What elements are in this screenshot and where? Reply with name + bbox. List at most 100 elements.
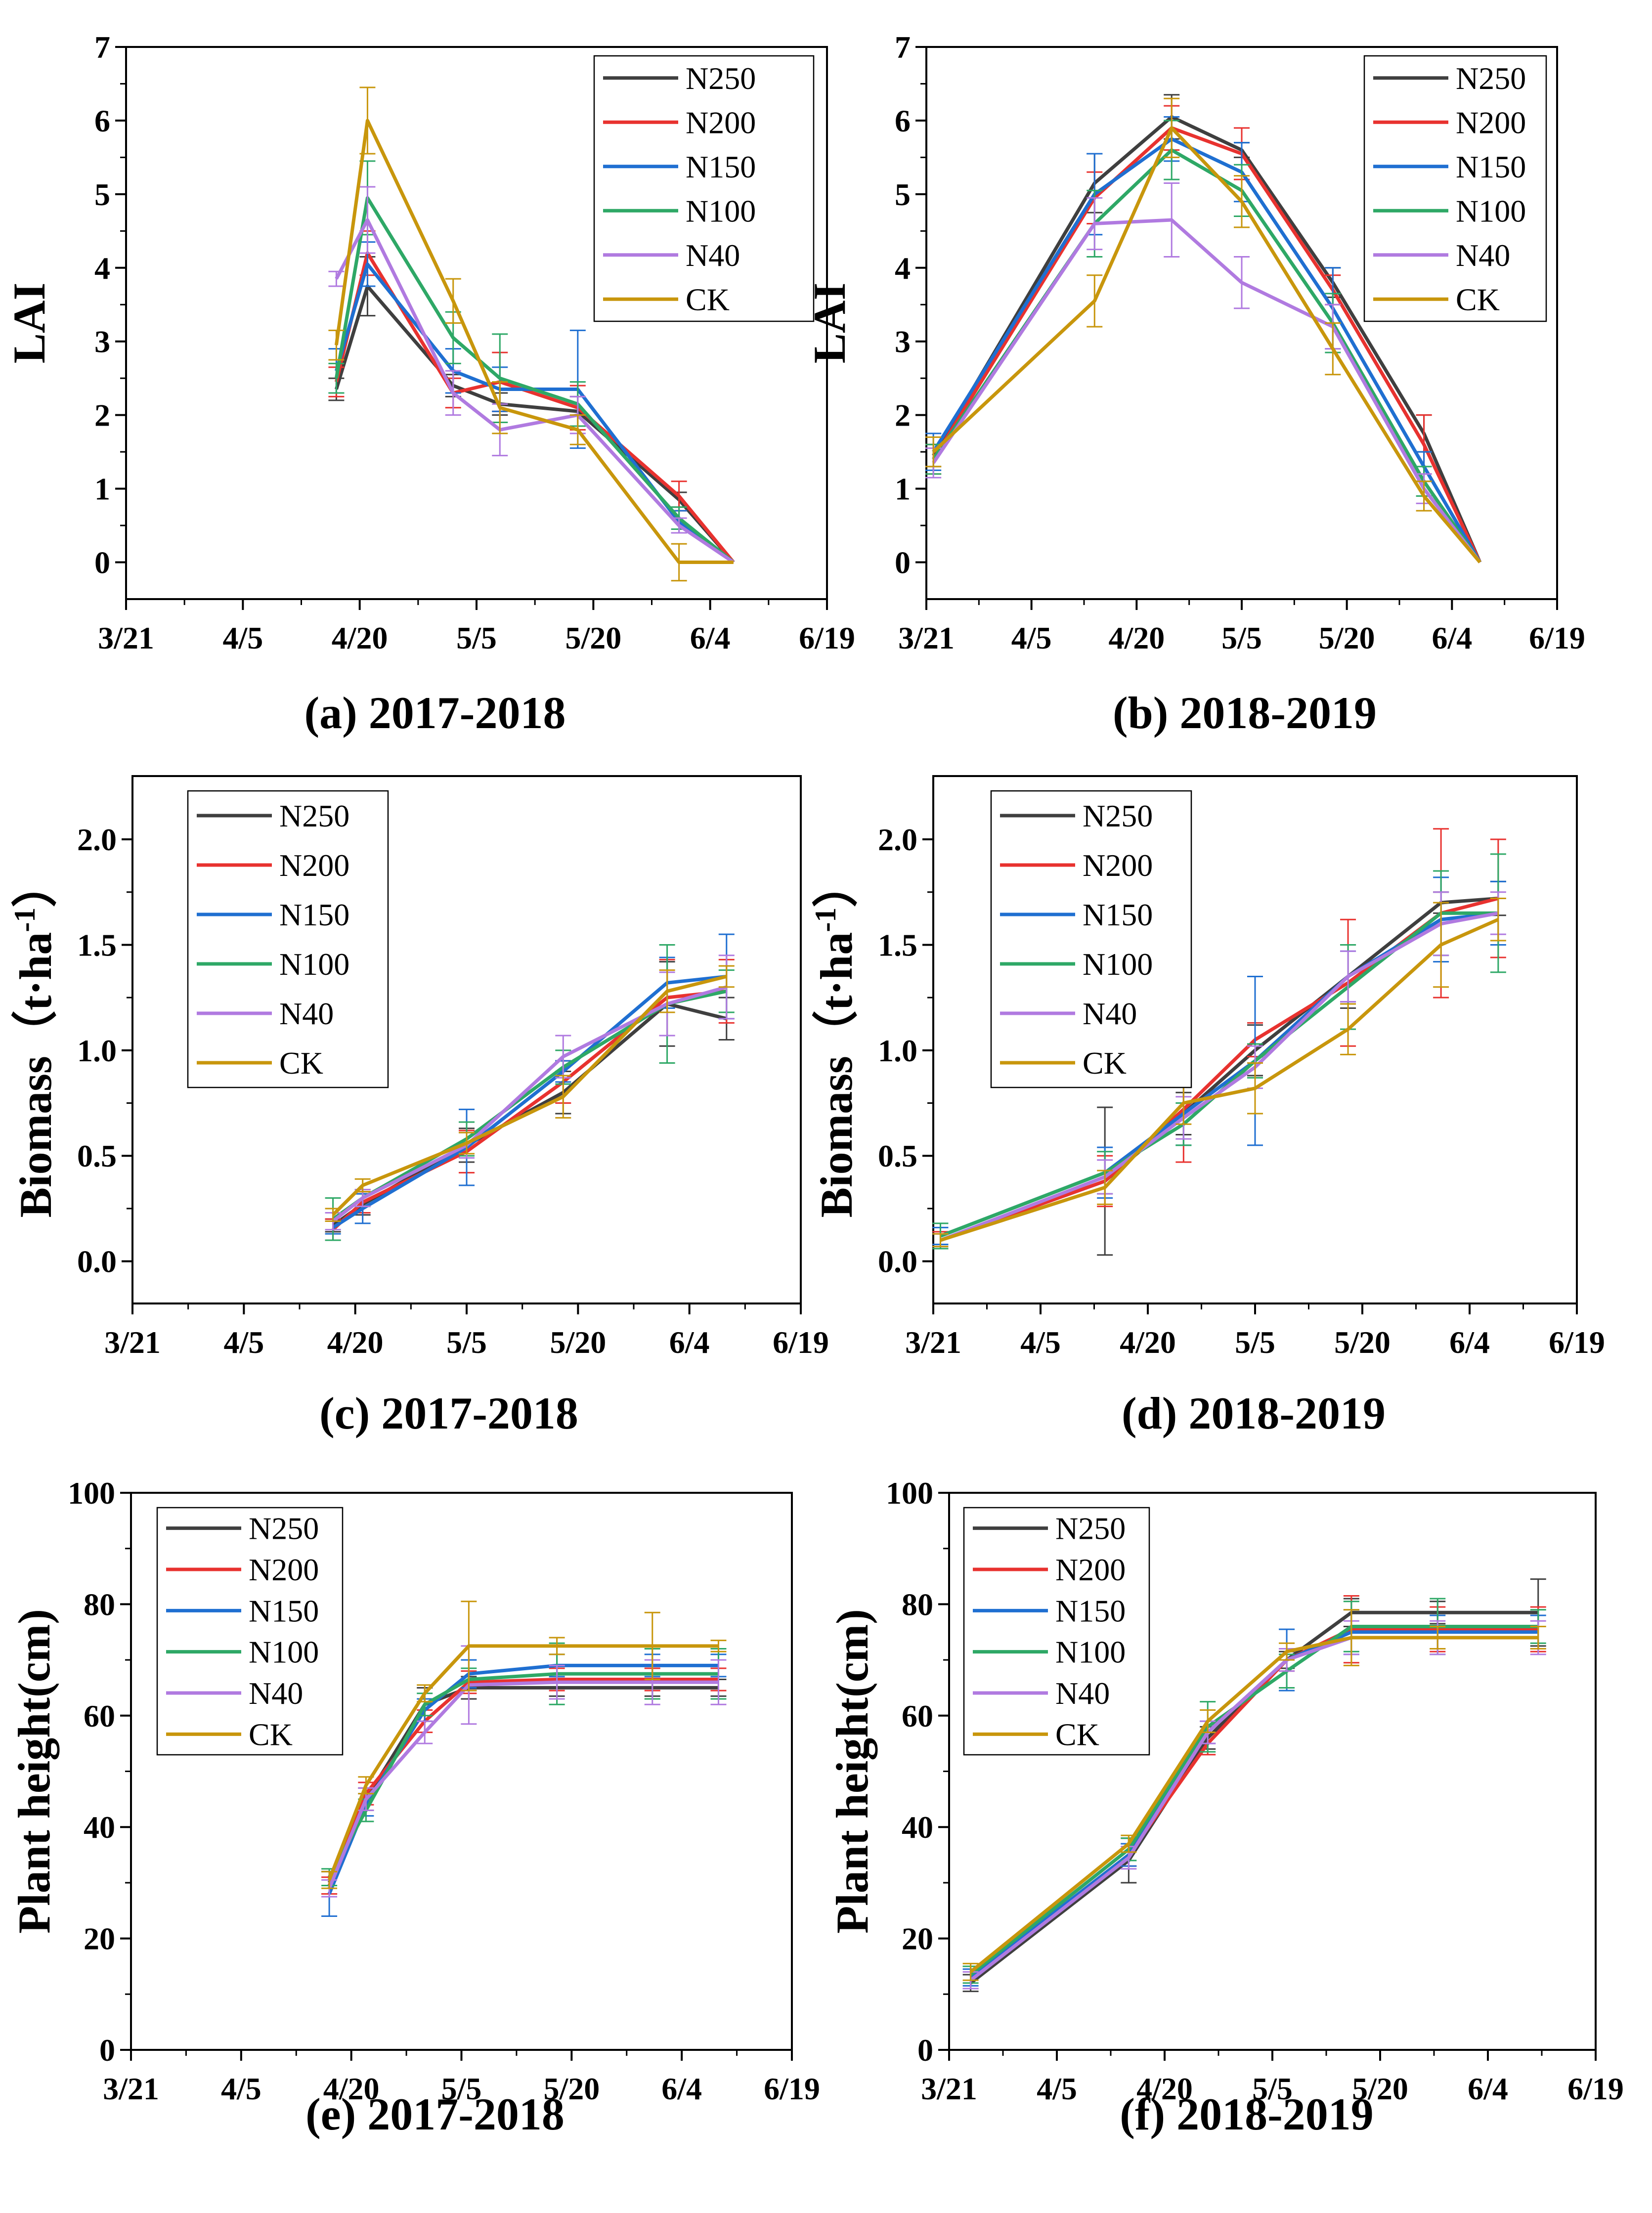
x-tick-label: 5/20 xyxy=(565,620,621,655)
series-line-CK xyxy=(932,126,1481,564)
legend-label-N150: N150 xyxy=(1083,897,1153,932)
y-tick-label: 2 xyxy=(94,398,110,433)
x-tick-label: 3/21 xyxy=(898,620,955,655)
y-tick-label: 1.0 xyxy=(77,1033,117,1068)
legend-label-N200: N200 xyxy=(279,848,349,883)
x-tick-label: 4/20 xyxy=(1120,1325,1176,1360)
legend: N250 N200 N150 N100 N40 CK xyxy=(963,1507,1150,1756)
legend-label-N250: N250 xyxy=(1456,61,1526,96)
y-tick-label: 4 xyxy=(94,251,110,286)
series-CK xyxy=(962,1609,1546,1981)
x-tick-label: 6/4 xyxy=(661,2071,702,2106)
panel-a: (a) 2017-2018 3/21 4/5 4/20 5/5 5/20 6/4 6/19 0 1… xyxy=(4,30,855,738)
legend-label-N150: N150 xyxy=(1055,1593,1126,1628)
x-tick-label: 6/19 xyxy=(799,620,855,655)
series-CK xyxy=(328,87,734,582)
x-tick-label: 6/19 xyxy=(1529,620,1585,655)
series-line-CK xyxy=(940,917,1499,1242)
series-line-CK xyxy=(327,1644,719,1881)
legend-label-CK: CK xyxy=(249,1717,293,1752)
y-tick-label: 0 xyxy=(99,2033,115,2068)
legend: N250 N200 N150 N100 N40 CK xyxy=(990,790,1192,1088)
legend-label-N100: N100 xyxy=(1083,947,1153,982)
y-tick-label: 5 xyxy=(895,177,911,212)
legend-label-N40: N40 xyxy=(686,238,740,273)
legend-label-N150: N150 xyxy=(686,149,756,184)
x-tick-label: 6/4 xyxy=(1468,2071,1508,2106)
legend-box xyxy=(1363,55,1547,322)
series-CK xyxy=(325,965,735,1222)
series-line-N150 xyxy=(327,1663,719,1895)
y-tick-label: 0.0 xyxy=(878,1244,917,1279)
legend-label-N250: N250 xyxy=(249,1511,319,1546)
legend-label-N150: N150 xyxy=(279,897,349,932)
y-tick-label: 4 xyxy=(895,251,911,286)
x-tick-label: 5/5 xyxy=(1252,2071,1293,2106)
legend-label-N150: N150 xyxy=(249,1593,319,1628)
y-axis-label-superscript: -1 xyxy=(8,908,41,932)
caption-a: (a) 2017-2018 xyxy=(304,688,566,738)
x-tick-label: 4/5 xyxy=(221,2071,261,2106)
y-tick-label: 3 xyxy=(94,324,110,359)
x-tick-label: 4/20 xyxy=(1136,2071,1193,2106)
legend-label-N100: N100 xyxy=(279,947,349,982)
legend-label-N40: N40 xyxy=(249,1676,303,1711)
panel-d: (d) 2018-2019 3/21 4/5 4/20 5/5 5/20 6/4 6/19 0.… xyxy=(809,775,1605,1438)
series-CK xyxy=(925,97,1481,564)
x-tick-label: 3/21 xyxy=(921,2071,977,2106)
legend-label-CK: CK xyxy=(279,1045,323,1081)
x-tick-label: 6/4 xyxy=(1449,1325,1490,1360)
y-tick-label: 80 xyxy=(84,1587,115,1622)
y-axis-label: Biomass（t·ha-1） xyxy=(8,862,61,1218)
y-tick-label: 2.0 xyxy=(77,822,117,857)
y-tick-label: 100 xyxy=(68,1475,115,1511)
y-tick-label: 0.5 xyxy=(77,1138,117,1173)
y-tick-label: 1 xyxy=(94,472,110,507)
legend-label-N200: N200 xyxy=(1083,848,1153,883)
legend-label-N40: N40 xyxy=(1083,996,1137,1031)
legend-label-N200: N200 xyxy=(1055,1552,1126,1587)
legend: N250 N200 N150 N100 N40 CK xyxy=(593,55,815,322)
y-tick-label: 1.5 xyxy=(878,927,917,962)
y-tick-label: 1.5 xyxy=(77,927,117,962)
series-line-N250 xyxy=(327,1686,719,1884)
y-tick-label: 6 xyxy=(94,103,110,138)
y-tick-label: 1 xyxy=(895,472,911,507)
y-tick-label: 20 xyxy=(902,1921,933,1956)
x-tick-label: 6/19 xyxy=(1549,1325,1605,1360)
x-tick-label: 5/5 xyxy=(1235,1325,1275,1360)
y-tick-label: 0.5 xyxy=(878,1138,917,1173)
legend-box xyxy=(156,1507,344,1756)
x-tick-label: 5/5 xyxy=(456,620,497,655)
x-tick-label: 4/5 xyxy=(1011,620,1052,655)
legend-label-N40: N40 xyxy=(279,996,334,1031)
series-line-N200 xyxy=(327,1678,719,1886)
x-tick-label: 4/5 xyxy=(223,1325,264,1360)
legend-label-N100: N100 xyxy=(1456,193,1526,228)
legend-label-CK: CK xyxy=(1083,1045,1127,1081)
x-tick-label: 4/20 xyxy=(332,620,388,655)
y-tick-label: 20 xyxy=(84,1921,115,1956)
x-tick-label: 6/4 xyxy=(669,1325,710,1360)
legend: N250 N200 N150 N100 N40 CK xyxy=(1363,55,1547,322)
legend-label-N200: N200 xyxy=(686,105,756,140)
y-axis-label-end: ） xyxy=(10,862,61,908)
y-tick-label: 100 xyxy=(886,1475,933,1511)
x-tick-label: 3/21 xyxy=(905,1325,961,1360)
y-tick-label: 0.0 xyxy=(77,1244,117,1279)
x-tick-label: 4/20 xyxy=(327,1325,384,1360)
legend-label-N200: N200 xyxy=(249,1552,319,1587)
y-tick-label: 0 xyxy=(94,545,110,580)
legend-label-N250: N250 xyxy=(279,798,349,833)
x-tick-label: 4/5 xyxy=(222,620,263,655)
caption-d: (d) 2018-2019 xyxy=(1122,1388,1386,1438)
x-tick-label: 3/21 xyxy=(98,620,154,655)
x-tick-label: 6/19 xyxy=(773,1325,829,1360)
x-tick-label: 5/20 xyxy=(550,1325,606,1360)
y-tick-label: 60 xyxy=(902,1698,933,1734)
x-tick-label: 6/4 xyxy=(1432,620,1472,655)
legend-label-CK: CK xyxy=(686,282,730,317)
x-tick-label: 6/19 xyxy=(1567,2071,1624,2106)
y-tick-label: 60 xyxy=(84,1698,115,1734)
legend-label-CK: CK xyxy=(1055,1717,1099,1752)
